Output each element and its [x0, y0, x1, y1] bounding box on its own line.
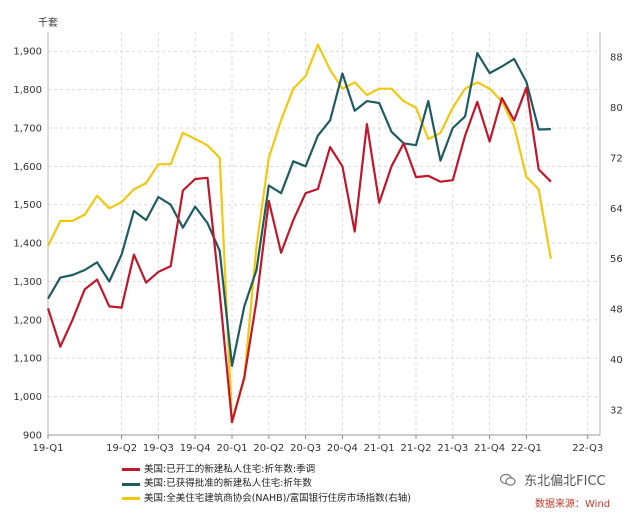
series-line-1 [47, 51, 551, 367]
axes: 900 1,000 1,100 1,200 1,300 1,400 1,500 1,600 1,… [13, 32, 623, 454]
x-tick-label: 21-Q4 [474, 443, 505, 454]
x-tick-label: 19-Q2 [106, 443, 137, 454]
y-left-tick-label: 900 [23, 431, 42, 442]
x-tick-label: 20-Q4 [327, 443, 358, 454]
y-left-tick-label: 1,700 [13, 123, 42, 134]
y-right-tick-label: 56 [610, 254, 623, 265]
legend-item-permits: 美国:已获得批准的新建私人住宅:折年数 [122, 477, 312, 491]
x-tick-label: 20-Q1 [217, 443, 248, 454]
source-note: 数据来源：Wind [535, 499, 611, 510]
y-left-tick-label: 1,800 [13, 85, 42, 96]
x-tick-label: 19-Q3 [143, 443, 174, 454]
series-line-0 [46, 86, 552, 424]
x-tick-label: 22-Q1 [511, 443, 542, 454]
x-tick-label: 22-Q3 [572, 443, 603, 454]
y-left-tick-label: 1,000 [13, 392, 42, 403]
y-axis-unit: 千套 [38, 16, 58, 29]
series-line-2 [47, 43, 552, 424]
legend-label-starts: 美国:已开工的新建私人住宅:折年数:季调 [144, 463, 316, 475]
legend-item-starts: 美国:已开工的新建私人住宅:折年数:季调 [122, 463, 315, 477]
y-left-tick-label: 1,100 [13, 354, 42, 365]
line-chart: 千套 900 1,000 1,100 1,200 1,300 1,400 1,500 1,60… [13, 16, 623, 454]
x-tick-label: 19-Q1 [33, 443, 64, 454]
y-left-tick-label: 1,300 [13, 277, 42, 288]
x-tick-label: 20-Q2 [253, 443, 284, 454]
x-tick-label: 19-Q4 [180, 443, 211, 454]
x-tick-label: 21-Q3 [437, 443, 468, 454]
y-left-tick-label: 1,600 [13, 162, 42, 173]
y-right-tick-label: 48 [610, 305, 623, 316]
y-right-tick-label: 40 [610, 355, 623, 366]
x-tick-label: 21-Q2 [401, 443, 432, 454]
legend-label-nahb: 美国:全美住宅建筑商协会(NAHB)/富国银行住房市场指数(右轴) [144, 492, 411, 504]
y-left-tick-label: 1,900 [13, 47, 42, 58]
legend-swatch-starts [122, 468, 140, 471]
series-layer [46, 43, 552, 424]
y-right-tick-label: 32 [610, 405, 623, 416]
x-tick-label: 20-Q3 [290, 443, 321, 454]
wechat-icon [500, 473, 516, 486]
legend-label-permits: 美国:已获得批准的新建私人住宅:折年数 [144, 478, 312, 489]
y-right-tick-label: 80 [610, 103, 623, 114]
y-left-tick-label: 1,500 [13, 200, 42, 211]
y-right-tick-label: 72 [610, 153, 623, 164]
grid [47, 32, 600, 436]
legend: 美国:已开工的新建私人住宅:折年数:季调 美国:已获得批准的新建私人住宅:折年数… [122, 462, 522, 506]
y-right-tick-label: 64 [610, 204, 623, 215]
y-right-tick-label: 88 [610, 53, 623, 64]
y-left-tick-label: 1,200 [13, 315, 42, 326]
x-tick-label: 21-Q1 [364, 443, 395, 454]
y-left-tick-label: 1,400 [13, 239, 42, 250]
watermark-text: 东北偏北FICC [524, 474, 606, 489]
watermark: 东北偏北FICC [500, 470, 606, 489]
legend-swatch-permits [122, 482, 140, 486]
legend-item-nahb: 美国:全美住宅建筑商协会(NAHB)/富国银行住房市场指数(右轴) [122, 492, 411, 506]
legend-swatch-nahb [122, 497, 140, 500]
